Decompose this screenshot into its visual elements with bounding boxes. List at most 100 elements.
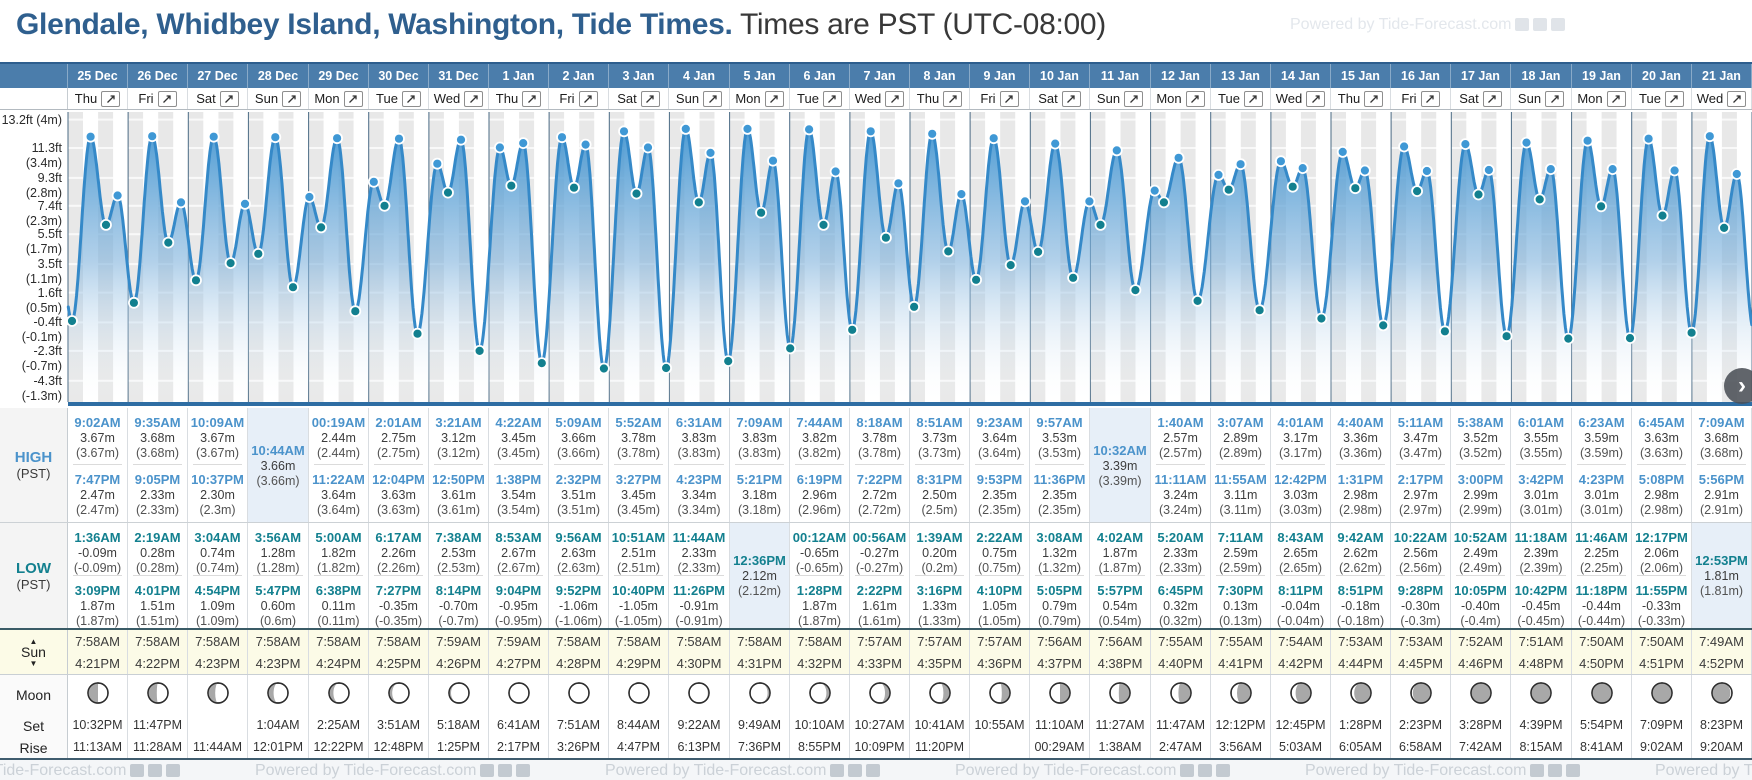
expand-day-icon[interactable]	[1306, 90, 1326, 107]
date-header-9-jan[interactable]: 9 Jan	[970, 64, 1030, 88]
high-tide-point	[1642, 132, 1655, 145]
date-header-1-jan[interactable]: 1 Jan	[489, 64, 549, 88]
tide-height: 3.11m	[1223, 488, 1258, 502]
expand-day-icon[interactable]	[1364, 90, 1384, 107]
date-header-31-dec[interactable]: 31 Dec	[429, 64, 489, 88]
date-header-30-dec[interactable]: 30 Dec	[369, 64, 429, 88]
tide-height: -0.65m	[800, 546, 839, 560]
high-tide-cell: 7:09AM 3.83m (3.83m) 5:21PM 3.18m (3.18m)	[730, 408, 790, 522]
date-header-25-dec[interactable]: 25 Dec	[68, 64, 128, 88]
expand-day-icon[interactable]	[1545, 90, 1565, 107]
date-header-12-jan[interactable]: 12 Jan	[1151, 64, 1211, 88]
date-header-18-jan[interactable]: 18 Jan	[1511, 64, 1572, 88]
expand-day-icon[interactable]	[1664, 90, 1684, 107]
low-tide-point	[1500, 330, 1513, 343]
expand-day-icon[interactable]	[1420, 90, 1440, 107]
expand-day-icon[interactable]	[999, 90, 1019, 107]
moonrise-time: 00:29AM	[1030, 737, 1090, 758]
moonset-time: 12:45PM	[1271, 715, 1331, 737]
expand-day-icon[interactable]	[157, 90, 177, 107]
tide-height-alt: (3.45m)	[616, 503, 661, 517]
expand-day-icon[interactable]	[703, 90, 723, 107]
tide-height-alt: (0.6m)	[259, 614, 297, 628]
low-tide-time: 10:51AM	[611, 530, 666, 545]
date-header-20-jan[interactable]: 20 Jan	[1632, 64, 1692, 88]
expand-day-icon[interactable]	[101, 90, 121, 107]
expand-day-icon[interactable]	[343, 90, 363, 107]
date-header-17-jan[interactable]: 17 Jan	[1451, 64, 1511, 88]
tide-height-alt: (3.53m)	[1037, 446, 1082, 460]
date-header-7-jan[interactable]: 7 Jan	[850, 64, 910, 88]
date-header-26-dec[interactable]: 26 Dec	[128, 64, 188, 88]
expand-day-icon[interactable]	[885, 90, 905, 107]
low-tide-time: 8:51PM	[1337, 583, 1384, 598]
expand-day-icon[interactable]	[219, 90, 239, 107]
moonrise-time: 6:13PM	[669, 737, 730, 758]
moonrise-time: 3:26PM	[549, 737, 609, 758]
entry-divider	[674, 464, 724, 465]
tide-height-alt: (2.89m)	[1218, 446, 1263, 460]
date-header-27-dec[interactable]: 27 Dec	[188, 64, 248, 88]
tide-entry: 9:04PM -0.95m (-0.95m)	[489, 576, 548, 628]
date-header-28-dec[interactable]: 28 Dec	[248, 64, 309, 88]
expand-day-icon[interactable]	[1061, 90, 1081, 107]
date-header-10-jan[interactable]: 10 Jan	[1030, 64, 1090, 88]
low-tide-point	[100, 219, 112, 231]
high-tide-point	[493, 141, 506, 154]
tide-entry: 1:28PM 1.87m (1.87m)	[790, 576, 849, 628]
expand-day-icon[interactable]	[282, 90, 302, 107]
tide-entry: 9:56AM 2.63m (2.63m)	[549, 523, 608, 575]
expand-day-icon[interactable]	[1727, 90, 1747, 107]
moon-phase-cell	[790, 675, 850, 715]
moonset-time: 1:28PM	[1331, 715, 1391, 737]
expand-day-icon[interactable]	[1482, 90, 1502, 107]
sunrise-time: 7:50AM	[1639, 634, 1684, 649]
tide-height: 3.78m	[862, 431, 897, 445]
tide-height: 1.28m	[260, 546, 296, 560]
expand-day-icon[interactable]	[943, 90, 963, 107]
expand-day-icon[interactable]	[401, 90, 421, 107]
weekday-cell: Sun	[1090, 88, 1151, 109]
entry-divider	[1035, 575, 1084, 576]
low-tide-cell: 9:42AM 2.62m (2.62m) 8:51PM -0.18m (-0.18m)	[1331, 523, 1391, 628]
date-header-21-jan[interactable]: 21 Jan	[1692, 64, 1752, 88]
expand-day-icon[interactable]	[464, 90, 484, 107]
expand-day-icon[interactable]	[1243, 90, 1263, 107]
date-header-14-jan[interactable]: 14 Jan	[1271, 64, 1331, 88]
weekday-label: Wed	[433, 91, 461, 106]
tide-height: 0.60m	[260, 599, 296, 613]
date-header-16-jan[interactable]: 16 Jan	[1391, 64, 1451, 88]
next-days-button[interactable]: ›	[1724, 368, 1752, 404]
date-header-15-jan[interactable]: 15 Jan	[1331, 64, 1391, 88]
date-header-19-jan[interactable]: 19 Jan	[1572, 64, 1632, 88]
expand-day-icon[interactable]	[1185, 90, 1205, 107]
high-tide-cell: 5:11AM 3.47m (3.47m) 2:17PM 2.97m (2.97m)	[1391, 408, 1451, 522]
entry-divider	[855, 464, 904, 465]
date-header-2-jan[interactable]: 2 Jan	[549, 64, 609, 88]
expand-day-icon[interactable]	[764, 90, 784, 107]
low-tide-cell: 2:22AM 0.75m (0.75m) 4:10PM 1.05m (1.05m)	[970, 523, 1030, 628]
tide-height: -0.40m	[1461, 599, 1500, 613]
date-header-3-jan[interactable]: 3 Jan	[609, 64, 669, 88]
expand-day-icon[interactable]	[1606, 90, 1626, 107]
high-tide-point	[1212, 169, 1225, 181]
high-tide-point	[1110, 144, 1123, 157]
date-header-29-dec[interactable]: 29 Dec	[309, 64, 369, 88]
date-header-8-jan[interactable]: 8 Jan	[910, 64, 970, 88]
expand-day-icon[interactable]	[822, 90, 842, 107]
date-header-13-jan[interactable]: 13 Jan	[1211, 64, 1271, 88]
date-header-6-jan[interactable]: 6 Jan	[790, 64, 850, 88]
tide-entry: 3:00PM 2.99m (2.99m)	[1451, 465, 1510, 521]
watermark-icon	[1551, 18, 1566, 31]
expand-day-icon[interactable]	[522, 90, 542, 107]
date-header-5-jan[interactable]: 5 Jan	[730, 64, 790, 88]
date-header-4-jan[interactable]: 4 Jan	[669, 64, 730, 88]
entry-divider	[1516, 464, 1566, 465]
expand-day-icon[interactable]	[1124, 90, 1144, 107]
date-header-11-jan[interactable]: 11 Jan	[1090, 64, 1151, 88]
moon-phase-cell	[730, 675, 790, 715]
expand-day-icon[interactable]	[578, 90, 598, 107]
expand-day-icon[interactable]	[640, 90, 660, 107]
high-tide-point	[1668, 164, 1681, 177]
high-tide-cell: 6:01AM 3.55m (3.55m) 3:42PM 3.01m (3.01m)	[1511, 408, 1572, 522]
